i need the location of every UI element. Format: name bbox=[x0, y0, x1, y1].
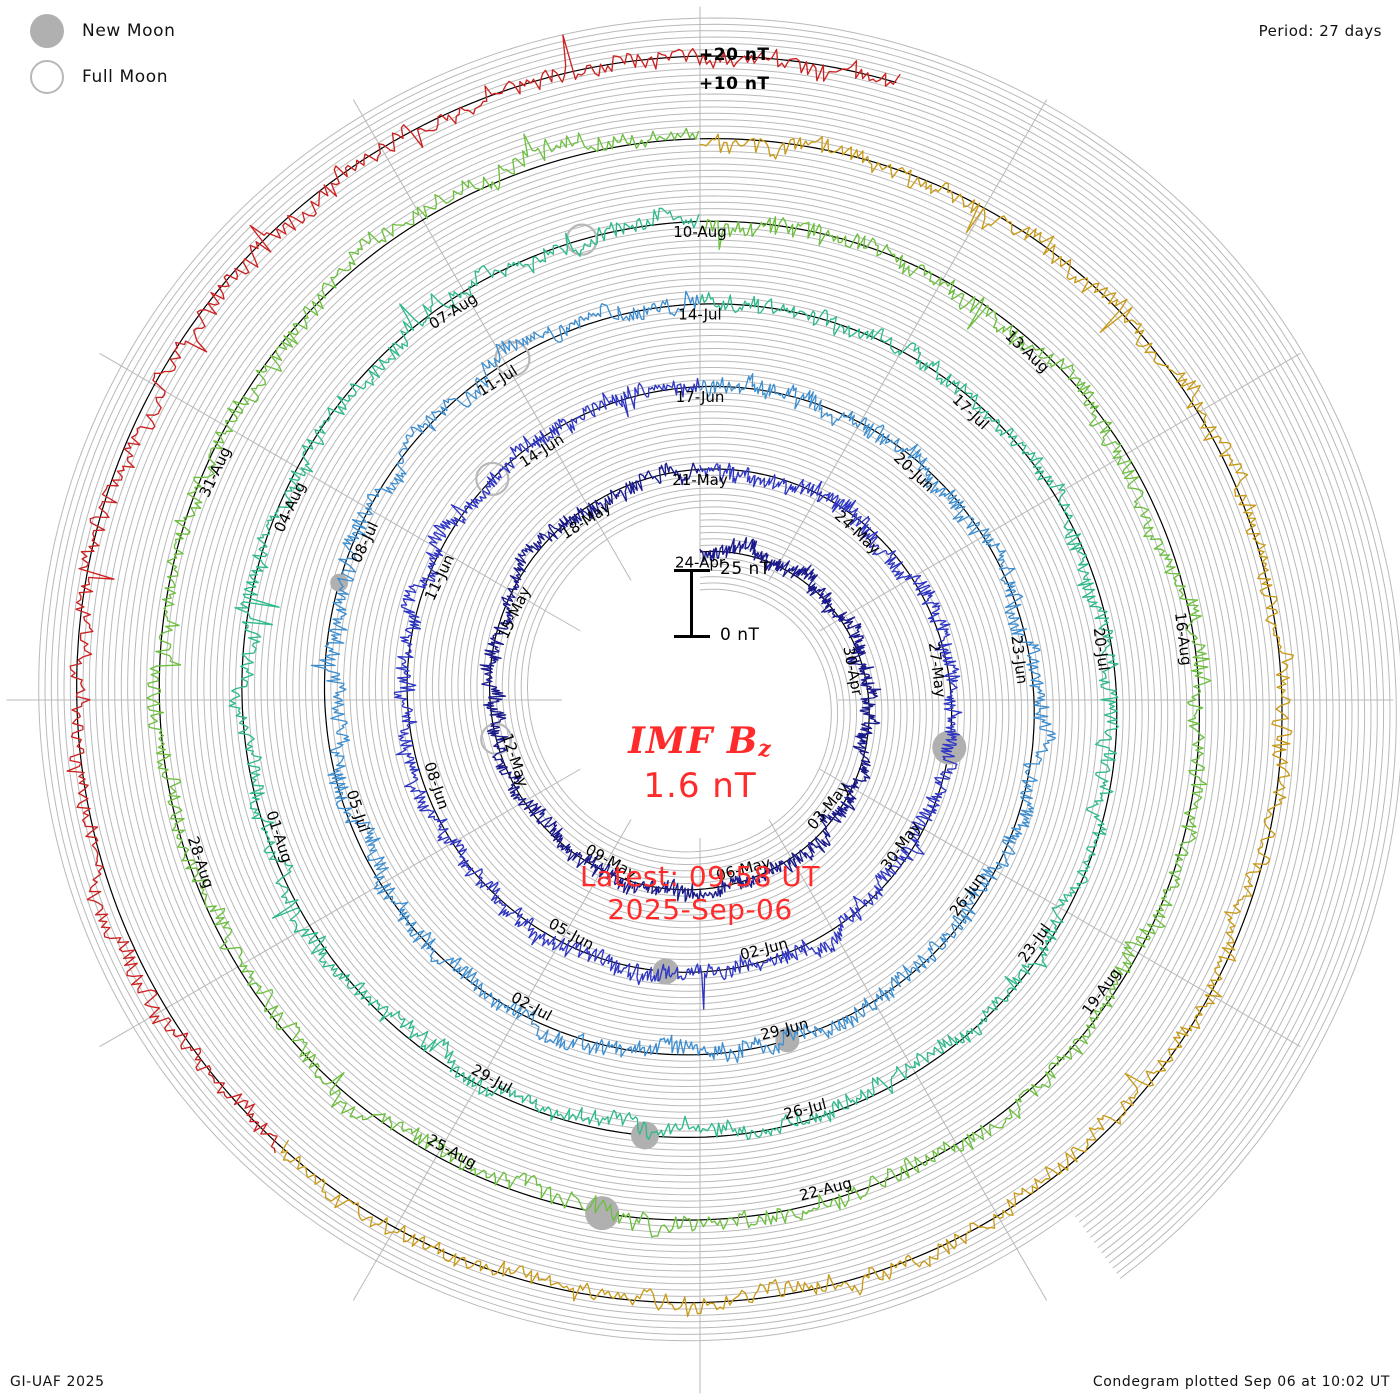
radial-spoke bbox=[819, 768, 1301, 1048]
spiral-date-label: 25-Aug bbox=[424, 1131, 480, 1173]
scale-bar-label-top: 25 nT bbox=[720, 559, 771, 579]
legend-item-new-moon: New Moon bbox=[22, 8, 342, 54]
spiral-date-label: 20-Jul bbox=[1090, 627, 1113, 672]
radial-spoke bbox=[352, 99, 632, 581]
track-baseline bbox=[241, 220, 1118, 1138]
latest-timestamp: Latest: 09:58 UT 2025-Sep-06 bbox=[440, 860, 960, 926]
radial-spoke bbox=[99, 768, 581, 1048]
track-baseline bbox=[277, 137, 1283, 1304]
spiral-date-label: 21-May bbox=[672, 471, 728, 489]
data-trace-rotation-3 bbox=[310, 290, 1056, 1064]
new-moon-marker bbox=[630, 1121, 659, 1150]
spiral-date-label: 11-Jun bbox=[421, 551, 458, 603]
new-moon-marker bbox=[932, 730, 967, 765]
scale-bar-stem bbox=[690, 570, 693, 638]
data-trace-rotation-5 bbox=[146, 127, 1212, 1238]
spiral-date-label: 16-Aug bbox=[1171, 611, 1196, 666]
radial-spoke bbox=[768, 819, 1048, 1301]
spiral-date-label: 22-Aug bbox=[797, 1174, 853, 1205]
spiral-date-label: 02-Jun bbox=[738, 934, 790, 964]
spiral-date-label: 23-Jun bbox=[1007, 634, 1031, 685]
data-trace-rotation-7 bbox=[66, 34, 901, 1154]
track-baseline bbox=[158, 138, 1200, 1221]
legend-item-full-moon: Full Moon bbox=[22, 54, 342, 100]
parameter-title-main: IMF B bbox=[628, 720, 759, 762]
data-trace-rotation-6 bbox=[280, 133, 1294, 1318]
radial-spoke-layer bbox=[6, 6, 1394, 1394]
full-moon-icon bbox=[30, 60, 64, 94]
scale-bar-label-bottom: 0 nT bbox=[720, 625, 760, 645]
footer-credit: GI-UAF 2025 bbox=[10, 1374, 105, 1390]
spiral-date-label: 17-Jun bbox=[676, 388, 725, 406]
spiral-date-label: 04-Aug bbox=[270, 479, 309, 535]
data-trace-rotation-2 bbox=[393, 377, 963, 1010]
footer-plot-time: Condegram plotted Sep 06 at 10:02 UT bbox=[1092, 1374, 1390, 1390]
period-label: Period: 27 days bbox=[1258, 22, 1382, 40]
radial-spoke bbox=[99, 352, 581, 632]
latest-date-line: 2025-Sep-06 bbox=[607, 893, 793, 927]
data-trace-layer bbox=[66, 34, 1294, 1318]
spiral-date-label: 13-Aug bbox=[1002, 327, 1053, 377]
radial-axis-label-inner: +10 nT bbox=[699, 74, 770, 94]
amplitude-scale-bar: 25 nT 0 nT bbox=[668, 559, 858, 650]
legend-label-new-moon: New Moon bbox=[82, 21, 176, 41]
parameter-title-subscript: z bbox=[758, 736, 772, 762]
radial-spoke bbox=[819, 352, 1301, 632]
spiral-date-label: 14-Jul bbox=[678, 306, 721, 324]
date-label-layer: 24-Apr30-Apr03-May06-May09-May12-May15-M… bbox=[184, 223, 1196, 1205]
new-moon-marker bbox=[775, 1028, 800, 1053]
data-trace-rotation-4 bbox=[228, 207, 1119, 1141]
radial-spoke bbox=[352, 819, 632, 1301]
spiral-date-label: 10-Aug bbox=[673, 223, 726, 241]
center-readout: IMF Bz 1.6 nT Latest: 09:58 UT 2025-Sep-… bbox=[440, 720, 960, 926]
spiral-date-label: 24-Apr bbox=[675, 554, 726, 572]
full-moon-marker bbox=[475, 461, 510, 496]
new-moon-icon bbox=[30, 14, 64, 48]
scale-bar-bottom-tick bbox=[674, 635, 710, 638]
spiral-date-label: 31-Aug bbox=[196, 444, 235, 500]
spiral-date-label: 15-May bbox=[494, 584, 534, 642]
track-baseline bbox=[76, 55, 897, 1147]
parameter-title: IMF Bz bbox=[440, 720, 960, 762]
current-value: 1.6 nT bbox=[643, 766, 757, 806]
spiral-date-label: 27-May bbox=[925, 641, 950, 698]
radial-axis-label-outer: +20 nT bbox=[699, 45, 770, 65]
legend-label-full-moon: Full Moon bbox=[82, 67, 169, 87]
data-trace-rotation-1 bbox=[479, 462, 882, 903]
moon-legend: New Moon Full Moon bbox=[22, 8, 342, 100]
latest-time-line: Latest: 09:58 UT bbox=[579, 860, 821, 893]
radial-spoke bbox=[768, 99, 1048, 581]
new-moon-marker bbox=[330, 573, 349, 592]
